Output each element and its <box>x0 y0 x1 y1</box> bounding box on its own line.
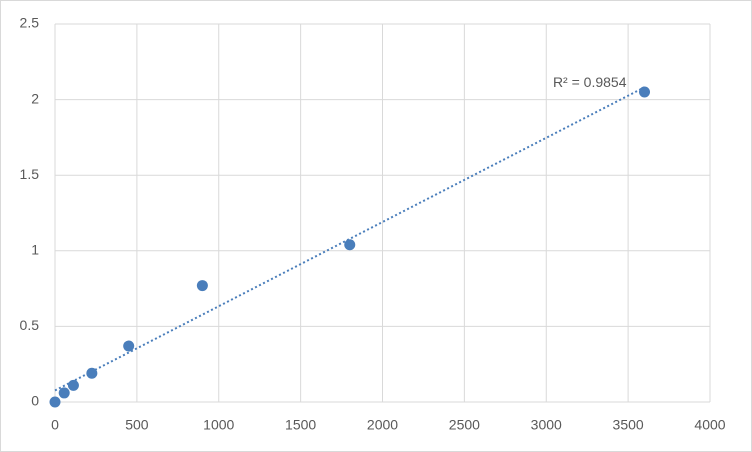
point <box>344 239 356 251</box>
x-tick-label: 3000 <box>531 417 562 433</box>
x-tick-label: 0 <box>51 417 59 433</box>
x-tick-label: 2500 <box>449 417 480 433</box>
point <box>58 387 70 399</box>
y-tick-label: 0.5 <box>20 317 40 333</box>
x-tick-label: 4000 <box>694 417 725 433</box>
x-tick-label: 1000 <box>203 417 234 433</box>
point <box>49 396 61 408</box>
point <box>67 379 79 391</box>
point <box>86 367 98 379</box>
y-tick-label: 0 <box>31 393 39 409</box>
y-tick-label: 2.5 <box>20 15 40 31</box>
x-tick-label: 3500 <box>613 417 644 433</box>
point <box>123 340 135 352</box>
x-tick-label: 1500 <box>285 417 316 433</box>
point <box>196 280 208 292</box>
point <box>639 86 650 98</box>
y-tick-label: 2 <box>31 90 39 106</box>
y-tick-label: 1.5 <box>20 166 40 182</box>
y-tick-label: 1 <box>31 242 39 258</box>
x-tick-label: 2000 <box>367 417 398 433</box>
trendline-label: R² = 0.9854 <box>553 74 627 90</box>
x-tick-label: 500 <box>125 417 149 433</box>
